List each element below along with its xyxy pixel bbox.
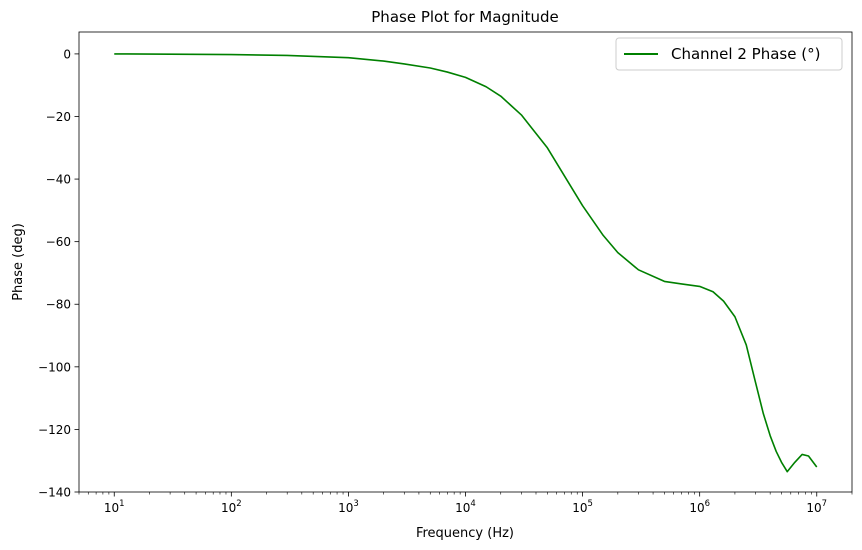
- y-axis-ticks: 0 −20 −40 −60 −80 −100 −120 −140: [38, 47, 79, 500]
- y-tick-label: −40: [46, 173, 71, 187]
- series-line-0: [114, 53, 818, 473]
- x-axis-ticks: 101 102 103 104 105 106 107: [104, 492, 827, 515]
- x-tick-label: 104: [455, 499, 476, 515]
- y-tick-label: −80: [46, 298, 71, 312]
- x-tick-label: 107: [806, 499, 827, 515]
- x-tick-label: 102: [221, 499, 242, 515]
- legend-box: [615, 37, 843, 71]
- x-minor-ticks: [78, 492, 853, 495]
- y-tick-label: −140: [38, 486, 71, 500]
- x-tick-label: 106: [689, 499, 710, 515]
- y-tick-label: 0: [63, 47, 71, 61]
- series-layer: [114, 53, 818, 473]
- y-tick-label: −120: [38, 423, 71, 437]
- y-tick-label: −60: [46, 235, 71, 249]
- y-tick-label: −20: [46, 110, 71, 124]
- x-tick-label: 103: [338, 499, 359, 515]
- y-axis-label: Phase (deg): [11, 223, 26, 301]
- x-tick-label: 105: [572, 499, 593, 515]
- x-tick-label: 101: [104, 499, 125, 515]
- legend: Channel 2 Phase (°): [615, 37, 843, 71]
- y-tick-label: −100: [38, 360, 71, 374]
- x-axis-label: Frequency (Hz): [416, 526, 514, 541]
- legend-label-channel-2: Channel 2 Phase (°): [671, 45, 820, 63]
- chart-title: Phase Plot for Magnitude: [371, 8, 558, 26]
